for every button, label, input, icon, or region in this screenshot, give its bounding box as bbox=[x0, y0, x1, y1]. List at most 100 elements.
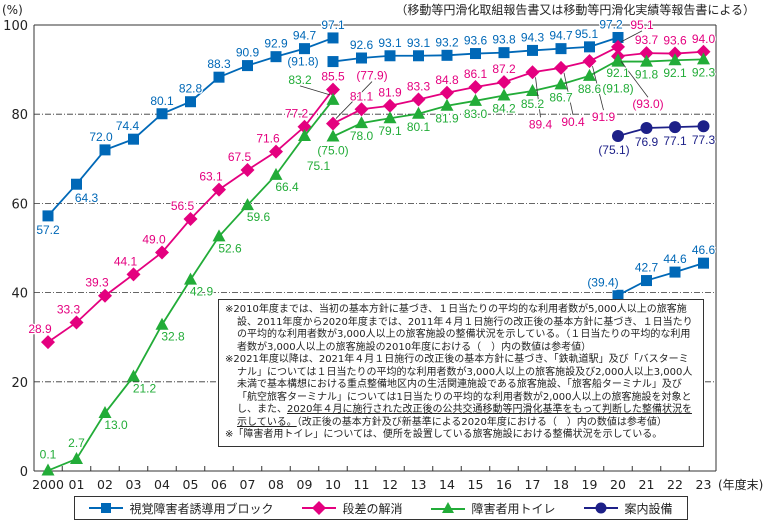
triangle-marker bbox=[440, 98, 454, 111]
data-label: 80.1 bbox=[150, 94, 174, 108]
data-label: 82.8 bbox=[179, 82, 203, 96]
data-label: 86.1 bbox=[464, 67, 488, 81]
x-tick-label: 05 bbox=[183, 477, 199, 492]
diamond-marker bbox=[639, 46, 654, 61]
data-label: 92.3 bbox=[692, 65, 716, 79]
data-label: 94.3 bbox=[521, 30, 545, 44]
square-marker bbox=[356, 52, 367, 64]
series-line bbox=[618, 58, 704, 63]
data-label: 49.0 bbox=[142, 232, 166, 246]
x-axis-unit: (年度末) bbox=[718, 477, 763, 492]
data-label: 64.3 bbox=[75, 191, 99, 205]
data-label: 89.4 bbox=[529, 117, 553, 131]
data-label: 88.6 bbox=[578, 82, 602, 96]
x-tick-label: 18 bbox=[553, 477, 569, 492]
diamond-marker bbox=[383, 98, 397, 113]
triangle-marker bbox=[155, 317, 169, 330]
x-tick-label: 13 bbox=[411, 477, 427, 492]
y-tick-label: 80 bbox=[11, 108, 28, 123]
data-label: 63.1 bbox=[199, 170, 223, 184]
square-marker bbox=[42, 210, 54, 222]
series-segment bbox=[612, 257, 709, 301]
data-label: 92.1 bbox=[663, 66, 687, 80]
data-label: 81.1 bbox=[350, 89, 374, 103]
triangle-marker bbox=[127, 369, 140, 382]
diamond-marker bbox=[468, 79, 483, 94]
square-marker bbox=[242, 60, 253, 72]
square-marker bbox=[612, 31, 624, 43]
data-label: 13.0 bbox=[104, 418, 128, 432]
diamond-marker bbox=[98, 288, 112, 303]
source-note: （移動等円滑化取組報告書又は移動等円滑化実績等報告書による） bbox=[395, 2, 755, 17]
leader-line bbox=[620, 30, 643, 43]
data-label: 93.1 bbox=[378, 36, 402, 50]
data-label: 56.5 bbox=[171, 199, 195, 213]
x-tick-label: 22 bbox=[667, 477, 683, 492]
data-label: 81.9 bbox=[435, 112, 459, 126]
footnote-box: ※2010年度までは、当初の基本方針に基づき、１日当たりの平均的な利用者数が5,… bbox=[218, 299, 704, 447]
x-tick-label: 12 bbox=[382, 477, 398, 492]
data-label: 91.8 bbox=[635, 68, 659, 82]
series-segment bbox=[41, 92, 340, 476]
diamond-marker bbox=[326, 116, 340, 131]
data-label: 44.6 bbox=[663, 252, 687, 266]
circle-marker bbox=[640, 122, 653, 135]
data-label: 84.2 bbox=[492, 101, 516, 115]
data-label: 94.7 bbox=[549, 29, 573, 43]
x-tick-label: 17 bbox=[525, 477, 541, 492]
data-label: 72.0 bbox=[89, 130, 113, 144]
legend-label: 案内設備 bbox=[624, 501, 673, 516]
data-label: 2.7 bbox=[68, 436, 85, 450]
square-marker bbox=[299, 43, 310, 55]
square-marker bbox=[584, 41, 595, 53]
data-label: 85.2 bbox=[521, 97, 545, 111]
data-label: 57.2 bbox=[36, 223, 60, 237]
diamond-marker bbox=[582, 54, 597, 69]
circle-marker bbox=[612, 130, 624, 143]
data-label: 90.4 bbox=[561, 115, 585, 129]
data-label: 93.8 bbox=[492, 33, 516, 47]
data-label: 77.1 bbox=[663, 134, 687, 148]
square-marker bbox=[441, 49, 453, 61]
circle-marker bbox=[697, 120, 710, 133]
x-tick-label: 01 bbox=[69, 477, 85, 492]
data-label: 77.3 bbox=[692, 133, 716, 147]
data-label: 39.3 bbox=[85, 276, 109, 290]
triangle-marker bbox=[41, 463, 55, 476]
square-marker bbox=[698, 257, 709, 269]
footnote-3: ※「障害者用トイレ」については、便所を設置している旅客施設における整備状況を示し… bbox=[225, 429, 663, 440]
data-label: 46.6 bbox=[692, 243, 716, 257]
footnote-1: ※2010年度までは、当初の基本方針に基づき、１日当たりの平均的な利用者数が5,… bbox=[225, 304, 693, 353]
data-label: 92.9 bbox=[264, 37, 288, 51]
triangle-marker bbox=[269, 167, 283, 180]
data-label: 93.6 bbox=[663, 34, 687, 48]
triangle-marker bbox=[326, 92, 340, 105]
triangle-marker bbox=[583, 68, 596, 81]
data-label: 92.1 bbox=[606, 66, 630, 80]
data-label: (75.1) bbox=[598, 143, 629, 157]
y-tick-label: 60 bbox=[11, 197, 28, 212]
data-label: 91.9 bbox=[592, 110, 616, 124]
square-marker bbox=[498, 47, 510, 59]
data-label: (75.0) bbox=[317, 144, 348, 158]
triangle-marker bbox=[298, 129, 311, 142]
data-label: 32.8 bbox=[161, 330, 185, 344]
square-marker bbox=[527, 44, 538, 56]
legend-item-guidance: 案内設備 bbox=[584, 500, 673, 517]
x-tick-label: 06 bbox=[211, 477, 227, 492]
square-marker bbox=[213, 71, 225, 83]
x-tick-label: 08 bbox=[268, 477, 284, 492]
diamond-marker bbox=[554, 60, 568, 75]
series-line bbox=[617, 50, 704, 58]
footnote-2-underlined: 2020年４月に施行された改正後の公共交通移動等円滑化基準をもって判断した整備状… bbox=[237, 404, 692, 428]
x-tick-label: 19 bbox=[582, 477, 598, 492]
legend: 視覚障害者誘導用ブロック 段差の解消 障害者用トイレ 案内設備 bbox=[74, 496, 688, 520]
x-tick-label: 15 bbox=[468, 477, 484, 492]
triangle-marker bbox=[668, 53, 682, 66]
diamond-marker bbox=[696, 44, 711, 59]
x-tick-label: 11 bbox=[354, 477, 370, 492]
data-label: 93.6 bbox=[464, 34, 488, 48]
x-tick-label: 02 bbox=[97, 477, 113, 492]
square-marker bbox=[470, 48, 481, 60]
triangle-marker bbox=[383, 111, 397, 124]
